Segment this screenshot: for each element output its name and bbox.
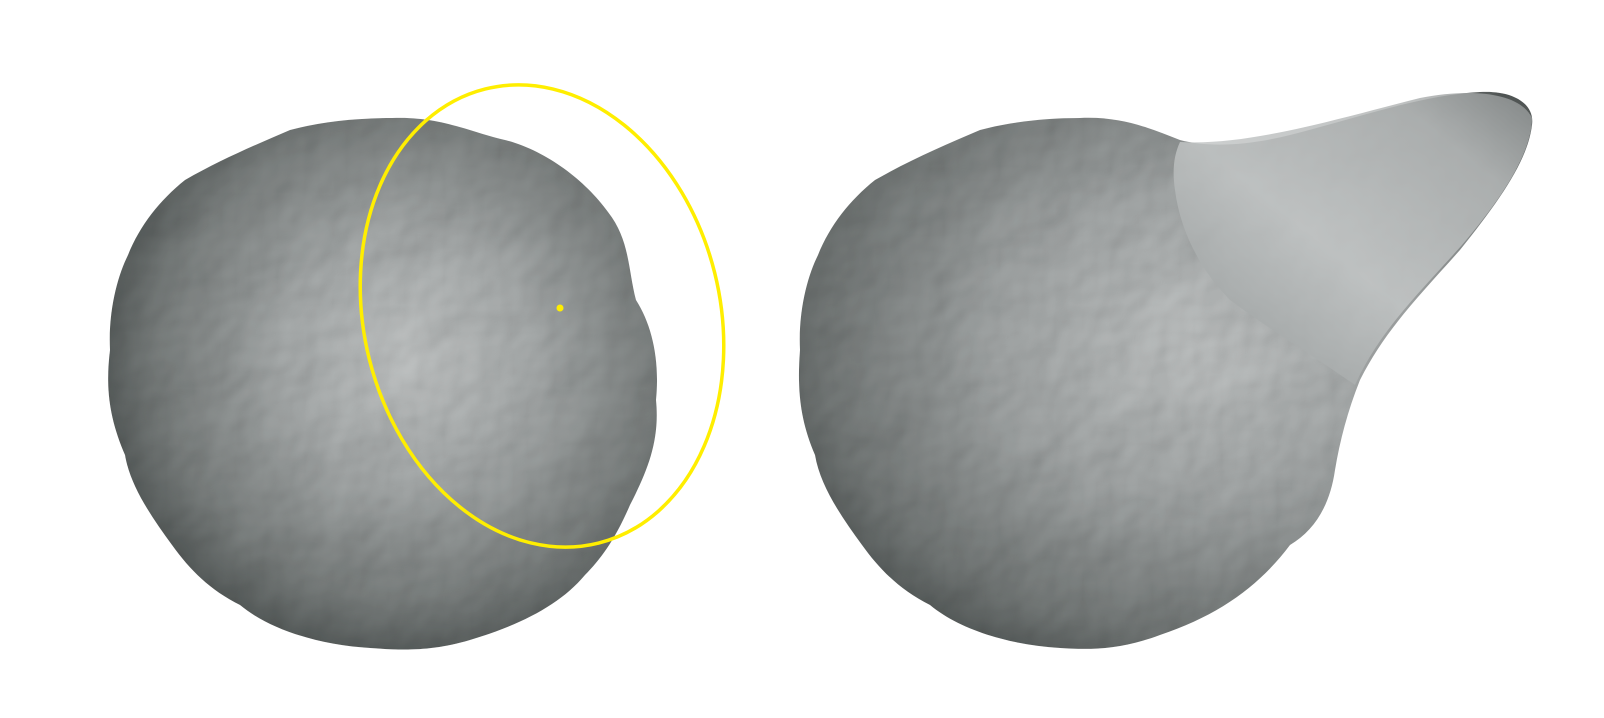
- mesh-before[interactable]: [108, 117, 658, 650]
- mesh-after[interactable]: [798, 91, 1533, 649]
- brush-ring-icon[interactable]: [313, 46, 772, 586]
- horn-protrusion[interactable]: [1173, 92, 1532, 385]
- brush-center-dot-icon: [556, 304, 564, 312]
- lumpy-sphere-surface[interactable]: [108, 117, 658, 650]
- brush-cursor[interactable]: [313, 46, 772, 586]
